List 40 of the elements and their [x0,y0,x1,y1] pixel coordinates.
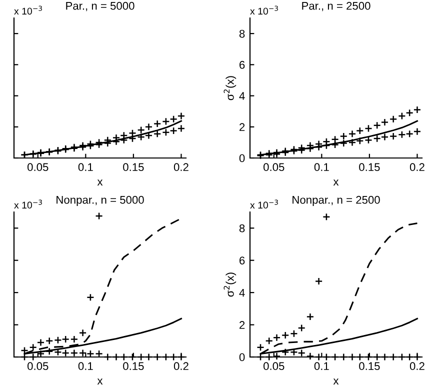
y-tick-label: 2 [240,123,245,131]
x-tick-label: 0.15 [123,362,144,370]
text: x 10$^{−3}$ [250,6,278,15]
x-tick-label: 0.05 [264,163,284,172]
x-tick-label: 0.05 [28,163,48,172]
x-axis-title: x [97,378,103,384]
y-tick-label: 4 [239,288,245,297]
x-tick-label: 0.1 [314,362,329,370]
y-axis-title: σ$^{2}$(x) [224,76,236,100]
x-tick-label: 0.2 [174,163,188,172]
text: x 10$^{−3}$ [14,200,42,209]
x-tick-label: 0.05 [28,362,48,370]
y-tick-label: 8 [239,224,245,232]
y-tick-label: 4 [239,92,245,100]
x-tick-label: 0.2 [410,362,424,370]
y-tick-label: 0 [239,353,245,362]
text: x 10$^{−3}$ [14,6,42,15]
x-tick-label: 0.15 [359,163,380,172]
y-tick-label: 6 [240,60,245,69]
x-tick-label: 0.15 [359,362,380,370]
x-tick-label: 0.1 [78,163,93,172]
x-tick-label: 0.2 [174,362,188,370]
y-tick-label: 8 [239,30,245,38]
x-tick-label: 0.1 [78,362,93,370]
y-axis-title: σ$^{2}$(x) [224,272,236,297]
chart-title: Par., n = 5000 [66,2,134,12]
x-axis-title: x [333,180,339,186]
x-tick-label: 0.1 [314,163,329,172]
x-tick-label: 0.05 [264,362,284,370]
y-tick-label: 2 [240,321,245,329]
x-axis-title: x [333,378,339,384]
x-tick-label: 0.2 [410,163,424,172]
y-tick-label: 6 [240,256,245,264]
x-axis-title: x [97,180,103,186]
chart-title: Nonpar., n = 2500 [292,196,380,206]
x-tick-label: 0.15 [123,163,144,172]
chart-title: Nonpar., n = 5000 [56,196,144,206]
chart-title: Par., n = 2500 [302,2,370,12]
text: x 10$^{−3}$ [250,200,278,209]
y-tick-label: 0 [239,154,245,162]
